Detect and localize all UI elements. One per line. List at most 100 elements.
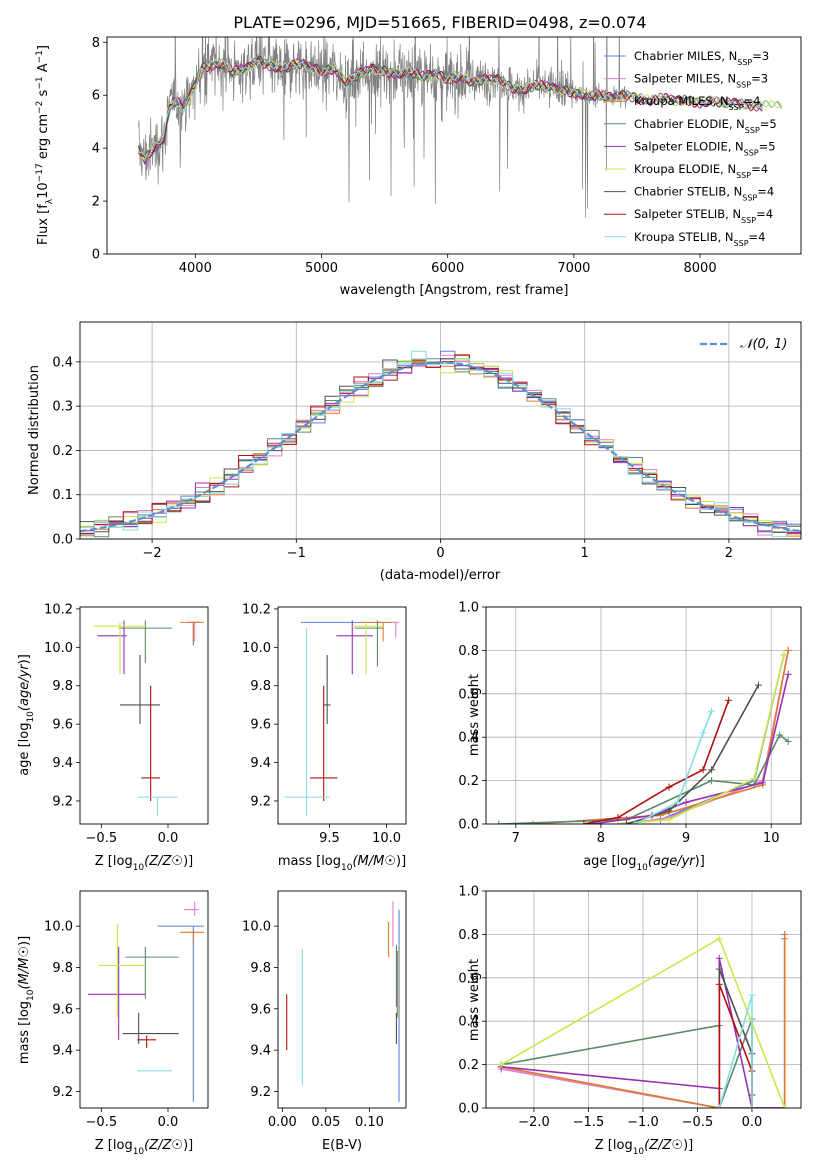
y-tick-label: 10.0 xyxy=(242,641,271,656)
y-tick-label: 0.2 xyxy=(458,774,479,789)
y-axis-label: mass [log10(M/M☉)] xyxy=(17,936,36,1064)
age-vs-metallicity-panel: −0.5 0.0 9.2 9.4 9.6 9.8 10.0 10.2 Z [log10(Z/Z☉… xyxy=(17,602,209,873)
x-axis-label: Z [log10(Z/Z☉)] xyxy=(95,854,193,873)
model-line-3 xyxy=(138,57,763,160)
weight-line-8 xyxy=(634,710,713,824)
x-tick-label: 6000 xyxy=(431,261,464,276)
x-axis-label: E(B-V) xyxy=(322,1138,362,1153)
x-tick-label: 0.0 xyxy=(158,831,179,846)
y-axis-label: mass weight xyxy=(467,959,482,1041)
x-tick-label: 8 xyxy=(597,831,605,846)
y-tick-label: 2 xyxy=(92,195,100,210)
axes-frame xyxy=(485,606,802,825)
legend-label-7: Salpeter STELIB, NSSP=4 xyxy=(634,207,773,225)
axes-frame xyxy=(79,321,802,540)
y-tick-label: 9.4 xyxy=(250,756,271,771)
axes-frame xyxy=(106,36,802,255)
x-axis-label: mass [log10(M/M☉)] xyxy=(278,854,406,873)
weight-line-2 xyxy=(532,650,789,824)
legend-label-6: Chabrier STELIB, NSSP=4 xyxy=(634,185,774,203)
x-tick-label: −1 xyxy=(287,546,306,561)
x-axis-label: wavelength [Angstrom, rest frame] xyxy=(340,283,569,298)
spectrum-panel: 4000 5000 6000 7000 8000 0 2 4 6 8 wavelength [Ang… xyxy=(35,36,802,298)
plot-area xyxy=(283,620,400,817)
y-tick-label: 9.2 xyxy=(250,794,271,809)
residual-histogram-panel: −2 −1 0 1 2 0.0 0.1 0.2 0.3 0.4 𝒩(0, 1) (data-model… xyxy=(27,321,802,583)
axes-frame xyxy=(277,606,407,825)
plot-area xyxy=(80,350,801,538)
legend-label-2: Kroupa MILES, NSSP=4 xyxy=(634,94,760,112)
x-axis-label: (data-model)/error xyxy=(380,568,501,583)
legend: Chabrier MILES, NSSP=3 Salpeter MILES, NS… xyxy=(604,49,777,247)
x-tick-label: 0.05 xyxy=(311,1115,340,1130)
y-tick-label: 0.0 xyxy=(458,1102,479,1117)
model-line-8 xyxy=(138,58,783,158)
x-tick-label: 8000 xyxy=(684,261,717,276)
x-tick-label: 1 xyxy=(581,546,589,561)
x-tick-label: −2 xyxy=(143,546,162,561)
x-tick-label: 2 xyxy=(725,546,733,561)
y-axis-label: Flux [fλ10−17 erg cm−2 s−1 A−1] xyxy=(35,45,55,245)
axes-frame xyxy=(277,890,407,1109)
y-tick-label: 0.8 xyxy=(458,644,479,659)
weight-line-6 xyxy=(626,684,760,824)
y-tick-label: 1.0 xyxy=(458,601,479,616)
y-tick-label: 0.6 xyxy=(458,971,479,986)
y-tick-label: 0.6 xyxy=(458,687,479,702)
y-tick-label: 10.0 xyxy=(44,920,73,935)
weight-line-3 xyxy=(498,733,789,824)
x-tick-label: 0.0 xyxy=(158,1115,179,1130)
weight-line-3 xyxy=(501,1018,785,1108)
y-tick-label: 10.0 xyxy=(44,641,73,656)
legend-label-3: Chabrier ELODIE, NSSP=5 xyxy=(634,117,777,135)
legend-label-1: Salpeter MILES, NSSP=3 xyxy=(634,72,768,90)
axes-frame xyxy=(79,606,209,825)
plot-area xyxy=(93,620,204,817)
y-tick-label: 9.6 xyxy=(52,718,73,733)
legend-label-5: Kroupa ELODIE, NSSP=4 xyxy=(634,162,768,180)
x-tick-label: −1.5 xyxy=(573,1115,605,1130)
x-tick-label: 7 xyxy=(512,831,520,846)
spectrum-data-line xyxy=(138,37,628,218)
x-tick-label: −0.5 xyxy=(86,1115,118,1130)
weight-line-4 xyxy=(592,674,789,824)
x-tick-label: 10 xyxy=(763,831,780,846)
axes-frame xyxy=(485,890,802,1109)
weight-line-5 xyxy=(617,654,785,824)
y-tick-label: 10.0 xyxy=(242,920,271,935)
legend-label-8: Kroupa STELIB, NSSP=4 xyxy=(634,230,765,248)
y-tick-label: 0.0 xyxy=(52,533,73,548)
x-tick-label: 7000 xyxy=(557,261,590,276)
figure-title: PLATE=0296, MJD=51665, FIBERID=0498, z=0… xyxy=(233,13,646,32)
mass-weight-vs-age-panel: 7 8 9 10 0.0 0.2 0.4 0.6 0.8 1.0 age [log10(age/yr… xyxy=(458,601,802,873)
x-tick-label: 0.10 xyxy=(355,1115,384,1130)
legend-label-0: Chabrier MILES, NSSP=3 xyxy=(634,49,769,67)
y-tick-label: 0.4 xyxy=(458,1015,479,1030)
x-tick-label: 5000 xyxy=(305,261,338,276)
x-tick-label: 0.0 xyxy=(742,1115,763,1130)
x-tick-label: 0 xyxy=(436,546,444,561)
y-tick-label: 0.2 xyxy=(458,1058,479,1073)
histogram-step-8 xyxy=(80,350,801,538)
x-axis-label: Z [log10(Z/Z☉)] xyxy=(595,1138,693,1157)
plot-area xyxy=(88,901,204,1102)
y-axis-label: age [log10(age/yr)] xyxy=(17,654,36,776)
mass-vs-extinction-panel: 0.00 0.05 0.10 9.2 9.4 9.6 9.8 10.0 E(B-V) xyxy=(242,890,407,1153)
y-tick-label: 0.2 xyxy=(52,444,73,459)
normal-reference-curve xyxy=(80,361,801,533)
y-tick-label: 0.1 xyxy=(52,488,73,503)
y-tick-label: 0.0 xyxy=(458,818,479,833)
y-axis-label: mass weight xyxy=(467,674,482,756)
y-tick-label: 1.0 xyxy=(458,885,479,900)
y-tick-label: 9.4 xyxy=(52,1044,73,1059)
y-tick-label: 10.2 xyxy=(44,602,73,617)
x-tick-label: −1.0 xyxy=(627,1115,659,1130)
y-tick-label: 9.4 xyxy=(250,1044,271,1059)
y-tick-label: 9.6 xyxy=(52,1002,73,1017)
y-tick-label: 0.8 xyxy=(458,928,479,943)
y-tick-label: 0.4 xyxy=(52,355,73,370)
y-tick-label: 9.2 xyxy=(52,1085,73,1100)
plot-area xyxy=(286,901,400,1102)
y-tick-label: 9.8 xyxy=(52,679,73,694)
